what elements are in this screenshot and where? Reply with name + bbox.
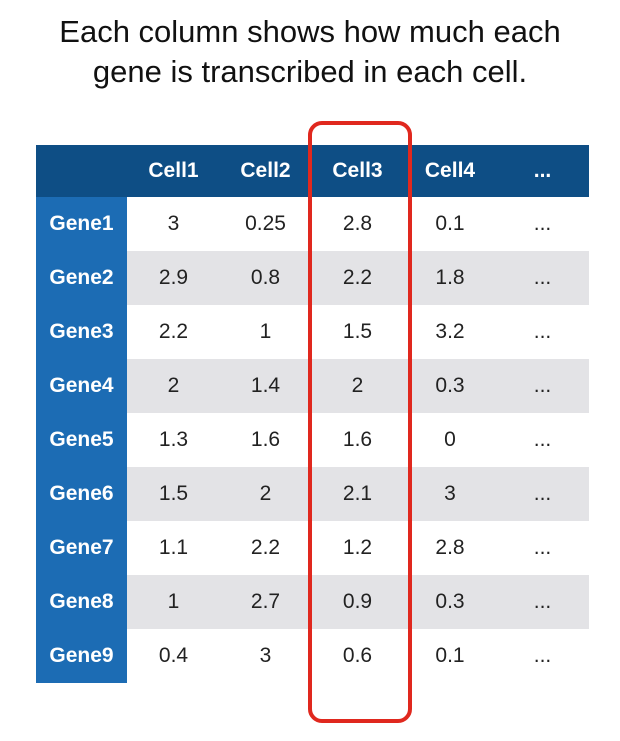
table-cell: 3: [259, 644, 272, 667]
table-cell: ...: [496, 467, 589, 521]
table-row: Gene3 2.2 1 1.5 3.2 ...: [36, 305, 589, 359]
table-cell: 1.2: [342, 536, 373, 559]
table-cell: 1.8: [404, 251, 496, 305]
table-cell: ...: [533, 536, 552, 559]
table-cell: 0.3: [404, 359, 496, 413]
table-cell: 1.6: [342, 428, 373, 451]
table-cell: ...: [533, 644, 552, 667]
table-cell: 1.1: [158, 536, 189, 559]
table-row: Gene7 1.1 2.2 1.2 2.8 ...: [36, 521, 589, 575]
table-row: Gene5 1.3 1.6 1.6 0 ...: [36, 413, 589, 467]
table-cell: 2.1: [311, 467, 404, 521]
row-header: Gene1: [36, 197, 127, 251]
row-header: Gene3: [36, 305, 127, 359]
table-cell: 0.1: [435, 212, 465, 235]
table-cell: 0.1: [435, 644, 465, 667]
table-cell: 2: [311, 359, 404, 413]
table-cell: 1.5: [342, 320, 373, 343]
column-header-cell2: Cell2: [220, 145, 311, 197]
table-cell: 2: [220, 467, 311, 521]
table-cell: ...: [496, 359, 589, 413]
table-cell: 2.8: [342, 212, 373, 235]
table-cell: ...: [533, 428, 552, 451]
table-cell: 2.2: [311, 251, 404, 305]
table-cell: 1: [259, 320, 272, 343]
column-header-cell1: Cell1: [127, 145, 220, 197]
table-row: Gene4 2 1.4 2 0.3 ...: [36, 359, 589, 413]
table-cell: 2.9: [127, 251, 220, 305]
table-cell: 0.25: [245, 212, 286, 235]
table-cell: 1.6: [250, 428, 281, 451]
table-cell: 0.8: [220, 251, 311, 305]
table-cell: 0.3: [404, 575, 496, 629]
table-cell: ...: [496, 251, 589, 305]
table-cell: ...: [496, 575, 589, 629]
table-cell: 0: [444, 428, 456, 451]
table-row: Gene2 2.9 0.8 2.2 1.8 ...: [36, 251, 589, 305]
table-cell: 3: [404, 467, 496, 521]
table-cell: 3.2: [435, 320, 465, 343]
column-header-more: ...: [496, 145, 589, 197]
header-row: Cell1 Cell2 Cell3 Cell4 ...: [36, 145, 589, 197]
row-header: Gene2: [36, 251, 127, 305]
table-row: Gene8 1 2.7 0.9 0.3 ...: [36, 575, 589, 629]
table-cell: 3: [167, 212, 180, 235]
table-cell: ...: [533, 320, 552, 343]
table-cell: 1.5: [127, 467, 220, 521]
expression-table: Cell1 Cell2 Cell3 Cell4 ... Gene1 3 0.25…: [36, 145, 589, 683]
table-cell: 2.7: [220, 575, 311, 629]
row-header: Gene4: [36, 359, 127, 413]
row-header: Gene9: [36, 629, 127, 683]
title-line-2: gene is transcribed in each cell.: [92, 54, 528, 89]
table-cell: 0.4: [158, 644, 189, 667]
table-cell: 2: [127, 359, 220, 413]
table-cell: 1.4: [220, 359, 311, 413]
row-header: Gene8: [36, 575, 127, 629]
table-cell: 2.8: [435, 536, 465, 559]
table-cell: ...: [533, 212, 552, 235]
column-header-cell3: Cell3: [311, 145, 404, 197]
table-cell: 1: [127, 575, 220, 629]
table-cell: 0.6: [342, 644, 373, 667]
table-cell: 1.3: [158, 428, 189, 451]
row-header: Gene7: [36, 521, 127, 575]
row-header: Gene6: [36, 467, 127, 521]
table-row: Gene9 0.4 3 0.6 0.1 ...: [36, 629, 589, 683]
title-line-1: Each column shows how much each: [59, 14, 561, 49]
table-cell: 2.2: [158, 320, 189, 343]
column-header-cell4: Cell4: [404, 145, 496, 197]
row-header: Gene5: [36, 413, 127, 467]
table-row: Gene1 3 0.25 2.8 0.1 ...: [36, 197, 589, 251]
table-cell: 0.9: [311, 575, 404, 629]
diagram-title: Each column shows how much each gene is …: [0, 12, 620, 92]
corner-cell: [36, 145, 127, 197]
table-row: Gene6 1.5 2 2.1 3 ...: [36, 467, 589, 521]
table-cell: 2.2: [250, 536, 281, 559]
